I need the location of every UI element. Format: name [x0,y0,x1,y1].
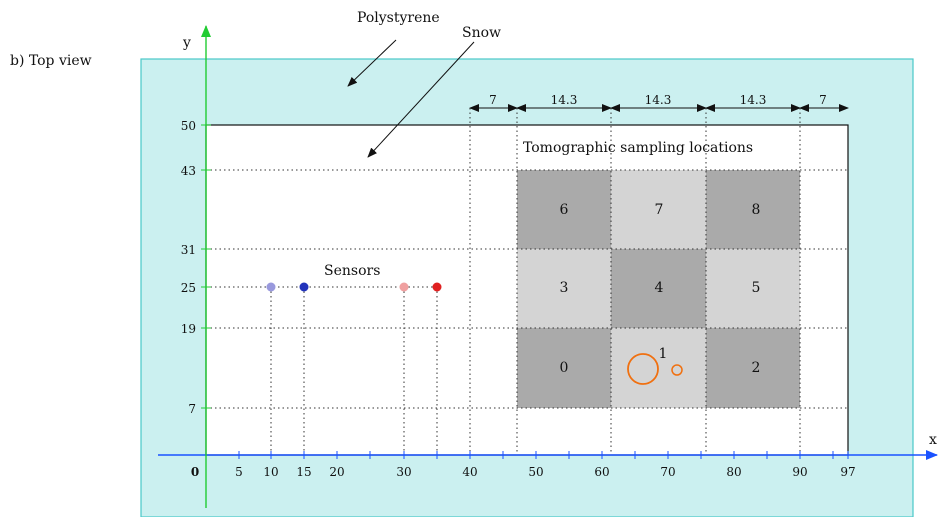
dim-label-1: 7 [489,93,497,107]
x-tick-10: 10 [263,465,278,479]
snow-label: Snow [462,25,501,41]
y-tick-7: 7 [188,402,196,416]
sensor-blue-faint [267,283,276,292]
y-tick-43: 43 [181,164,196,178]
y-tick-19: 19 [181,322,196,336]
x-tick-0: 0 [191,465,199,479]
sensor-red-faint [400,283,409,292]
cell-label-1: 1 [659,346,668,362]
cell-label-6: 6 [560,202,569,218]
x-tick-30: 30 [396,465,411,479]
cell-label-4: 4 [655,280,664,296]
y-tick-25: 25 [181,281,196,295]
y-axis-name: y [182,35,191,51]
dim-label-3: 14.3 [645,93,672,107]
polystyrene-label: Polystyrene [357,10,440,26]
cell-label-8: 8 [752,202,761,218]
x-tick-80: 80 [726,465,741,479]
sensors-label: Sensors [324,263,380,279]
sensor-red [433,283,442,292]
x-tick-90: 90 [792,465,807,479]
cell-label-7: 7 [655,202,664,218]
x-tick-60: 60 [594,465,609,479]
x-axis-name: x [929,432,937,448]
view-label: b) Top view [10,53,92,69]
sampling-locations-label: Tomographic sampling locations [523,140,753,156]
sensor-blue [300,283,309,292]
cell-label-2: 2 [752,360,761,376]
x-tick-20: 20 [329,465,344,479]
x-tick-70: 70 [660,465,675,479]
x-tick-50: 50 [528,465,543,479]
y-tick-31: 31 [181,243,196,257]
x-tick-40: 40 [462,465,477,479]
x-tick-5: 5 [235,465,243,479]
dim-label-4: 14.3 [740,93,767,107]
cell-label-5: 5 [752,280,761,296]
cell-label-3: 3 [560,280,569,296]
cell-label-0: 0 [560,360,569,376]
x-tick-97: 97 [840,465,855,479]
x-tick-15: 15 [296,465,311,479]
y-tick-50: 50 [181,119,196,133]
dim-label-5: 7 [819,93,827,107]
dim-label-2: 14.3 [551,93,578,107]
